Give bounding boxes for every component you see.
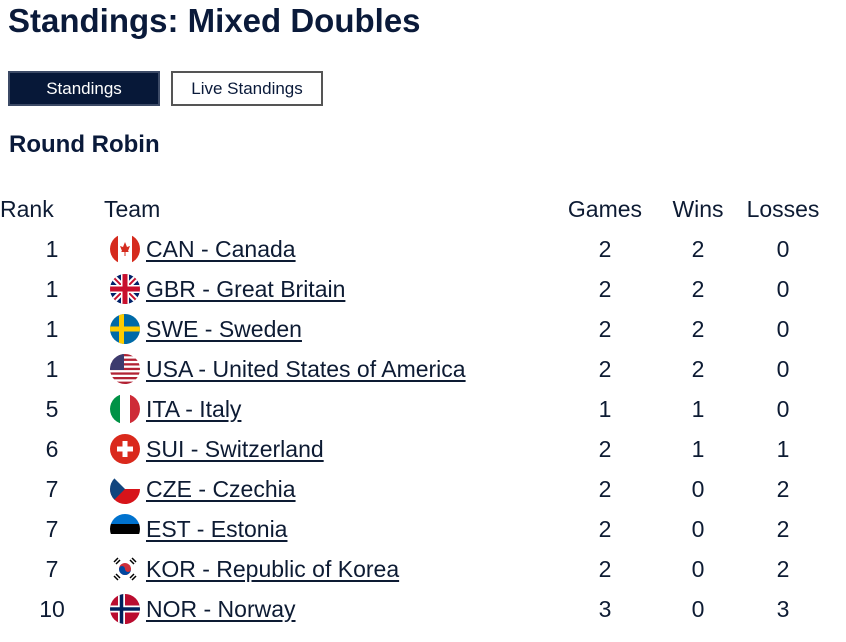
header-losses: Losses (746, 195, 820, 222)
team-cell: ITA - Italy (104, 389, 550, 429)
rank-cell: 7 (45, 515, 59, 542)
team-cell: SWE - Sweden (104, 309, 550, 349)
korea-flag-icon (110, 554, 140, 584)
wins-cell: 2 (691, 275, 705, 302)
team-link[interactable]: CAN - Canada (146, 235, 296, 262)
rank-cell: 5 (45, 395, 59, 422)
canada-flag-icon (110, 234, 140, 264)
games-cell: 2 (598, 475, 612, 502)
sweden-flag-icon (110, 314, 140, 344)
great-britain-flag-icon (110, 274, 140, 304)
games-cell: 2 (598, 555, 612, 582)
team-link[interactable]: KOR - Republic of Korea (146, 555, 400, 582)
table-row: 7 KOR - Republic of Korea 2 0 2 (0, 549, 830, 589)
wins-cell: 1 (691, 395, 705, 422)
team-link[interactable]: USA - United States of America (146, 355, 466, 382)
tab-live-standings[interactable]: Live Standings (171, 71, 323, 106)
games-cell: 2 (598, 235, 612, 262)
page-title: Standings: Mixed Doubles (8, 2, 421, 39)
table-header-row: Rank Team Games Wins Losses (0, 189, 830, 229)
table-row: 7 EST - Estonia 2 0 2 (0, 509, 830, 549)
header-team: Team (104, 195, 161, 222)
losses-cell: 3 (776, 595, 790, 622)
rank-cell: 7 (45, 555, 59, 582)
team-cell: GBR - Great Britain (104, 269, 550, 309)
table-row: 1 SWE - Sweden 2 2 0 (0, 309, 830, 349)
wins-cell: 2 (691, 315, 705, 342)
losses-cell: 0 (776, 235, 790, 262)
rank-cell: 7 (45, 475, 59, 502)
losses-cell: 2 (776, 475, 790, 502)
header-games: Games (567, 195, 643, 222)
wins-cell: 0 (691, 555, 705, 582)
team-cell: CAN - Canada (104, 229, 550, 269)
losses-cell: 0 (776, 315, 790, 342)
rank-cell: 1 (45, 275, 59, 302)
rank-cell: 1 (45, 315, 59, 342)
wins-cell: 0 (691, 475, 705, 502)
team-link[interactable]: GBR - Great Britain (146, 275, 346, 302)
losses-cell: 0 (776, 275, 790, 302)
norway-flag-icon (110, 594, 140, 624)
czechia-flag-icon (110, 474, 140, 504)
rank-cell: 1 (45, 235, 59, 262)
games-cell: 2 (598, 275, 612, 302)
team-link[interactable]: SUI - Switzerland (146, 435, 324, 462)
team-cell: NOR - Norway (104, 589, 550, 629)
tab-standings[interactable]: Standings (8, 71, 160, 106)
team-cell: SUI - Switzerland (104, 429, 550, 469)
table-row: 5 ITA - Italy 1 1 0 (0, 389, 830, 429)
team-link[interactable]: NOR - Norway (146, 595, 296, 622)
wins-cell: 1 (691, 435, 705, 462)
losses-cell: 0 (776, 355, 790, 382)
table-row: 1 GBR - Great Britain 2 2 0 (0, 269, 830, 309)
estonia-flag-icon (110, 514, 140, 544)
games-cell: 2 (598, 515, 612, 542)
games-cell: 1 (598, 395, 612, 422)
header-wins: Wins (672, 195, 724, 222)
section-title: Round Robin (9, 131, 160, 158)
wins-cell: 2 (691, 355, 705, 382)
switzerland-flag-icon (110, 434, 140, 464)
usa-flag-icon (110, 354, 140, 384)
table-row: 1 CAN - Canada 2 2 0 (0, 229, 830, 269)
games-cell: 2 (598, 355, 612, 382)
losses-cell: 0 (776, 395, 790, 422)
games-cell: 2 (598, 435, 612, 462)
wins-cell: 2 (691, 235, 705, 262)
team-cell: USA - United States of America (104, 349, 550, 389)
rank-cell: 10 (39, 595, 65, 622)
table-row: 6 SUI - Switzerland 2 1 1 (0, 429, 830, 469)
team-cell: CZE - Czechia (104, 469, 550, 509)
italy-flag-icon (110, 394, 140, 424)
losses-cell: 1 (776, 435, 790, 462)
team-link[interactable]: EST - Estonia (146, 515, 288, 542)
wins-cell: 0 (691, 515, 705, 542)
games-cell: 3 (598, 595, 612, 622)
team-link[interactable]: ITA - Italy (146, 395, 242, 422)
games-cell: 2 (598, 315, 612, 342)
team-link[interactable]: CZE - Czechia (146, 475, 296, 502)
losses-cell: 2 (776, 555, 790, 582)
wins-cell: 0 (691, 595, 705, 622)
team-cell: EST - Estonia (104, 509, 550, 549)
rank-cell: 6 (45, 435, 59, 462)
table-row: 10 NOR - Norway 3 0 3 (0, 589, 830, 629)
losses-cell: 2 (776, 515, 790, 542)
table-row: 1 USA - United States of America 2 2 0 (0, 349, 830, 389)
team-link[interactable]: SWE - Sweden (146, 315, 302, 342)
standings-table: Rank Team Games Wins Losses 1 CAN - Cana… (0, 189, 830, 629)
team-cell: KOR - Republic of Korea (104, 549, 550, 589)
table-row: 7 CZE - Czechia 2 0 2 (0, 469, 830, 509)
rank-cell: 1 (45, 355, 59, 382)
header-rank: Rank (0, 195, 54, 222)
